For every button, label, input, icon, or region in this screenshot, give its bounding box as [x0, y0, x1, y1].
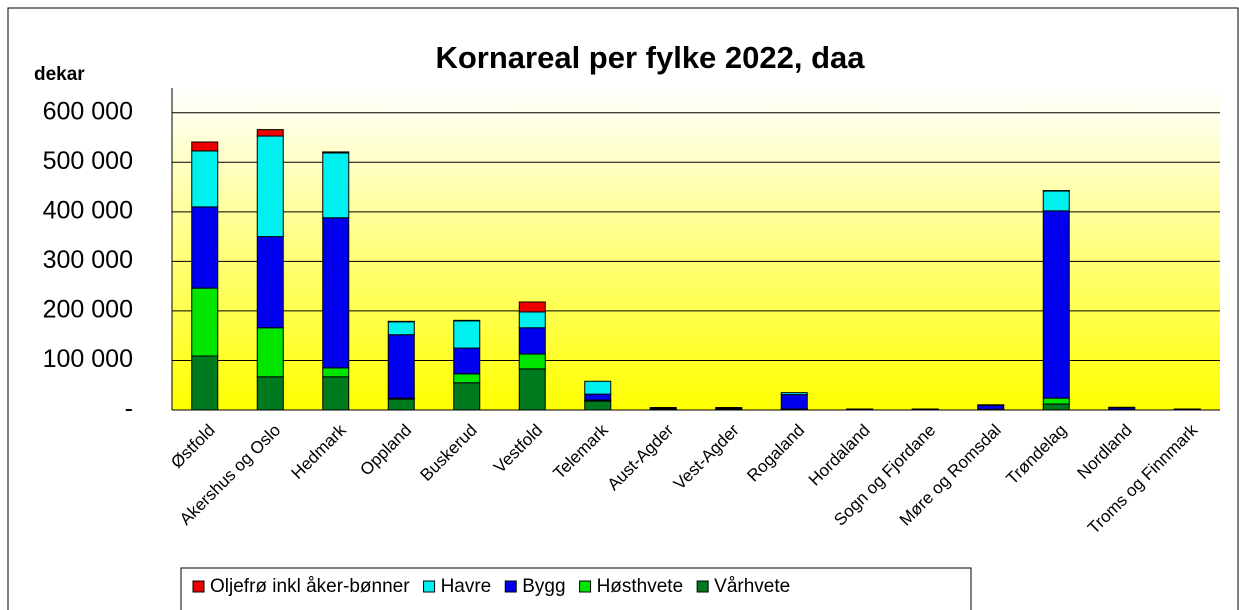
bar-segment: [191, 150, 219, 208]
bar-segment: [191, 206, 219, 289]
legend-label: Vårhvete: [714, 576, 790, 597]
bar-segment: [256, 236, 284, 329]
legend-swatch: [504, 580, 517, 593]
bar-segment: [256, 135, 284, 238]
bar-segment: [387, 321, 415, 336]
bar-segment: [453, 373, 481, 384]
bar-segment: [322, 152, 350, 219]
bar-segment: [322, 151, 350, 154]
bar-segment: [584, 393, 612, 401]
y-tick-label: 300 000: [43, 246, 133, 274]
bar-segment: [518, 301, 546, 313]
bar-segment: [387, 398, 415, 411]
legend-swatch: [423, 580, 436, 593]
bar-segment: [256, 129, 284, 137]
y-tick-label: -: [125, 395, 133, 423]
bar-segment: [518, 368, 546, 411]
bar-segment: [322, 376, 350, 411]
bar-segment: [322, 367, 350, 378]
bar-segment: [780, 392, 808, 396]
bar-segment: [977, 404, 1005, 410]
bar-segment: [322, 217, 350, 369]
y-tick-label: 600 000: [43, 97, 133, 125]
bar-segment: [584, 380, 612, 395]
legend: Oljefrø inkl åker-bønner Havre Bygg Høsthve…: [180, 567, 972, 610]
bar-segment: [780, 394, 808, 410]
y-tick-label: 500 000: [43, 147, 133, 175]
legend-swatch: [579, 580, 592, 593]
bar-segment: [518, 311, 546, 329]
bar-segment: [191, 141, 219, 152]
bar-segment: [387, 334, 415, 399]
bar-segment: [1042, 397, 1070, 405]
bar-segment: [453, 382, 481, 411]
y-tick-label: 100 000: [43, 345, 133, 373]
y-tick-label: 400 000: [43, 196, 133, 224]
bar-segment: [256, 376, 284, 411]
bar-segment: [518, 327, 546, 355]
bar-segment: [1042, 403, 1070, 411]
bar-segment: [191, 287, 219, 357]
legend-label: Oljefrø inkl åker-bønner: [210, 576, 410, 597]
bar-segment: [584, 400, 612, 411]
y-tick-label: 200 000: [43, 296, 133, 324]
legend-swatch: [192, 580, 205, 593]
bar-segment: [453, 347, 481, 375]
bar-segment: [518, 353, 546, 370]
bar-segment: [649, 407, 677, 410]
bar-segment: [256, 327, 284, 378]
chart-title: Kornareal per fylke 2022, daa: [435, 40, 865, 75]
legend-box: [180, 567, 972, 610]
legend-label: Høsthvete: [597, 576, 684, 597]
legend-swatch: [696, 580, 709, 593]
bar-segment: [191, 355, 219, 411]
bar-segment: [453, 320, 481, 349]
bar-segment: [1042, 190, 1070, 212]
bar-segment: [715, 407, 743, 410]
y-axis-label: dekar: [34, 64, 85, 85]
bar-segment: [1042, 210, 1070, 399]
legend-label: Bygg: [522, 576, 565, 597]
legend-label: Havre: [441, 576, 492, 597]
